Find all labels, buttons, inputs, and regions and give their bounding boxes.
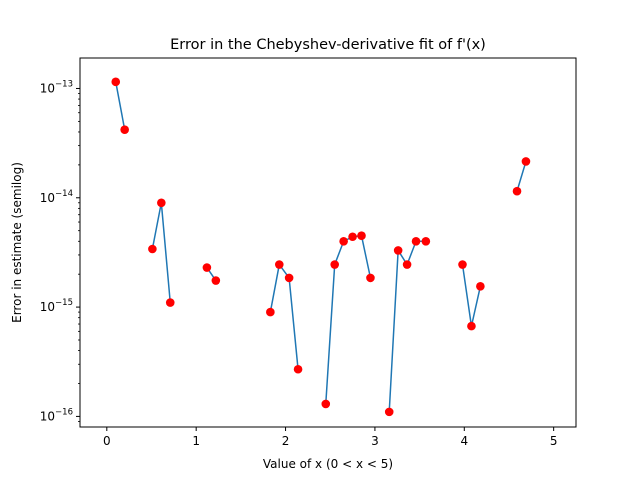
x-tick-label: 2: [282, 434, 290, 448]
x-tick-label: 3: [371, 434, 379, 448]
y-tick-label: 10−15: [40, 298, 73, 314]
y-axis-label: Error in estimate (semilog): [10, 162, 24, 323]
data-point: [111, 77, 121, 87]
y-axis-ticks: 10−16 10−15 10−14 10−13: [40, 79, 80, 423]
data-point: [202, 263, 212, 272]
data-point: [521, 157, 531, 166]
data-point: [330, 260, 340, 269]
x-tick-label: 0: [103, 434, 111, 448]
y-tick-label: 10−13: [40, 79, 73, 95]
data-point: [357, 231, 366, 240]
data-point: [411, 236, 421, 246]
data-point: [165, 298, 175, 307]
series-line-segment-5: [325, 234, 372, 404]
x-axis-label: Value of x (0 < x < 5): [263, 457, 393, 471]
data-point: [284, 273, 294, 283]
series-line-segment-4: [269, 263, 299, 370]
x-axis-ticks: 0 1 2 3 4 5: [103, 427, 557, 448]
axes-frame: [79, 57, 577, 428]
data-point: [321, 399, 331, 409]
series-line-segment-1: [115, 81, 126, 130]
data-point: [211, 276, 221, 285]
data-point: [384, 407, 394, 417]
x-tick-label: 1: [192, 434, 200, 448]
x-tick-label: 5: [550, 434, 558, 448]
data-point: [421, 236, 431, 246]
data-point: [402, 260, 412, 269]
data-point: [148, 244, 157, 254]
data-point: [476, 281, 485, 291]
y-tick-label: 10−16: [40, 407, 73, 423]
data-point: [366, 273, 375, 283]
x-tick-label: 4: [460, 434, 468, 448]
plot-area: [111, 77, 531, 417]
chart-title: Error in the Chebyshev-derivative fit of…: [170, 37, 486, 53]
data-point: [157, 198, 166, 208]
data-point: [120, 125, 129, 134]
data-point: [512, 186, 522, 196]
data-point: [467, 321, 476, 331]
data-point: [274, 260, 284, 269]
data-point: [458, 260, 467, 269]
data-point: [293, 364, 303, 374]
series-line-segment-8: [516, 161, 527, 192]
data-point: [266, 307, 275, 317]
data-point: [348, 232, 357, 242]
y-tick-label: 10−14: [40, 189, 73, 205]
data-point: [393, 246, 403, 255]
data-point: [339, 236, 348, 246]
